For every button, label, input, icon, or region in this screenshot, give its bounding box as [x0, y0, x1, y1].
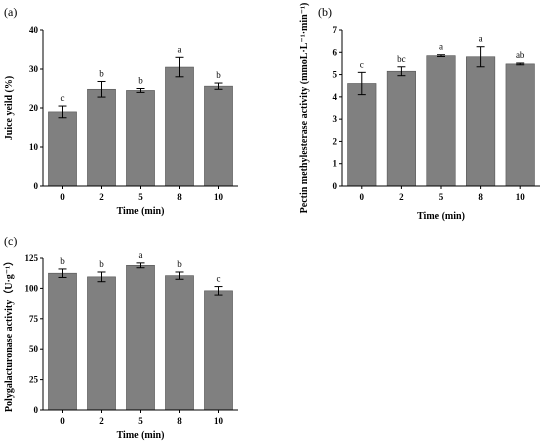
bar	[505, 63, 535, 187]
panel-label: (a)	[4, 5, 17, 19]
x-axis-label: Time (min)	[117, 206, 165, 217]
bar	[204, 290, 233, 411]
x-tick-label: 10	[214, 416, 224, 426]
y-tick-label: 4	[333, 92, 338, 102]
y-tick-label: 40	[29, 25, 39, 35]
y-tick-label: 75	[29, 314, 39, 324]
y-axis-label: Pectin methylesterase activity (mmoL·L⁻¹…	[299, 3, 310, 214]
bar	[347, 83, 377, 187]
significance-letter: b	[60, 256, 65, 266]
y-tick-label: 0	[333, 181, 338, 191]
y-tick-label: 10	[29, 142, 39, 152]
x-tick-label: 5	[138, 416, 143, 426]
significance-letter: c	[217, 274, 221, 284]
bar	[165, 66, 194, 187]
x-tick-label: 8	[177, 416, 182, 426]
x-tick-label: 2	[99, 416, 104, 426]
y-tick-label: 125	[25, 253, 39, 263]
y-tick-label: 0	[34, 181, 39, 191]
x-tick-label: 0	[60, 192, 65, 202]
y-tick-label: 1	[333, 159, 338, 169]
y-tick-label: 5	[333, 70, 338, 80]
bar	[165, 275, 194, 411]
significance-letter: b	[177, 259, 182, 269]
panel-label: (c)	[4, 234, 17, 248]
y-tick-label: 30	[29, 64, 39, 74]
y-tick-label: 25	[29, 375, 39, 385]
significance-letter: ab	[516, 50, 525, 60]
significance-letter: a	[439, 42, 443, 52]
y-tick-label: 7	[333, 25, 338, 35]
significance-letter: c	[360, 59, 364, 69]
significance-letter: a	[479, 34, 483, 44]
bar	[48, 272, 77, 411]
y-tick-label: 3	[333, 114, 338, 124]
bar	[126, 264, 155, 411]
x-tick-label: 10	[214, 192, 224, 202]
x-axis-label: Time (min)	[117, 430, 165, 441]
bar	[466, 56, 496, 187]
x-tick-label: 8	[177, 192, 182, 202]
bar	[204, 85, 233, 187]
x-tick-label: 5	[439, 192, 444, 202]
y-axis-label: Polygalacturonase activity（U·g⁻¹）	[2, 256, 15, 412]
significance-letter: a	[178, 44, 182, 54]
x-tick-label: 2	[99, 192, 104, 202]
x-tick-label: 10	[516, 192, 526, 202]
x-tick-label: 0	[360, 192, 365, 202]
significance-letter: b	[216, 70, 221, 80]
panel-label: (b)	[318, 5, 332, 19]
y-axis-label: Juice yeild (%)	[4, 76, 15, 140]
chart-panel-a: (a) c 0 b 2 b 5 a 8 b 10 0 10 20 30 40 Time (min) Juice y…	[4, 5, 238, 217]
y-tick-label: 100	[25, 283, 39, 293]
x-tick-label: 5	[138, 192, 143, 202]
significance-letter: b	[138, 76, 143, 86]
bar	[87, 88, 116, 187]
bar	[426, 55, 456, 187]
y-tick-label: 50	[29, 344, 39, 354]
bar	[87, 276, 116, 411]
bar	[48, 111, 77, 187]
significance-letter: b	[99, 259, 104, 269]
bar	[386, 70, 416, 187]
x-tick-label: 8	[478, 192, 483, 202]
chart-panel-b: (b) c 0 bc 2 a 5 a 8 ab 10 0 1 2 3 4 5 6 7 Time (min) Pectin…	[299, 3, 540, 222]
y-tick-label: 2	[333, 136, 338, 146]
x-axis-label: Time (min)	[417, 211, 465, 222]
significance-letter: c	[61, 93, 65, 103]
significance-letter: bc	[397, 54, 406, 64]
bar	[126, 90, 155, 187]
y-tick-label: 6	[333, 47, 338, 57]
x-tick-label: 0	[60, 416, 65, 426]
significance-letter: b	[99, 68, 104, 78]
x-tick-label: 2	[399, 192, 404, 202]
significance-letter: a	[139, 250, 143, 260]
y-tick-label: 20	[29, 103, 39, 113]
y-tick-label: 0	[34, 405, 39, 415]
